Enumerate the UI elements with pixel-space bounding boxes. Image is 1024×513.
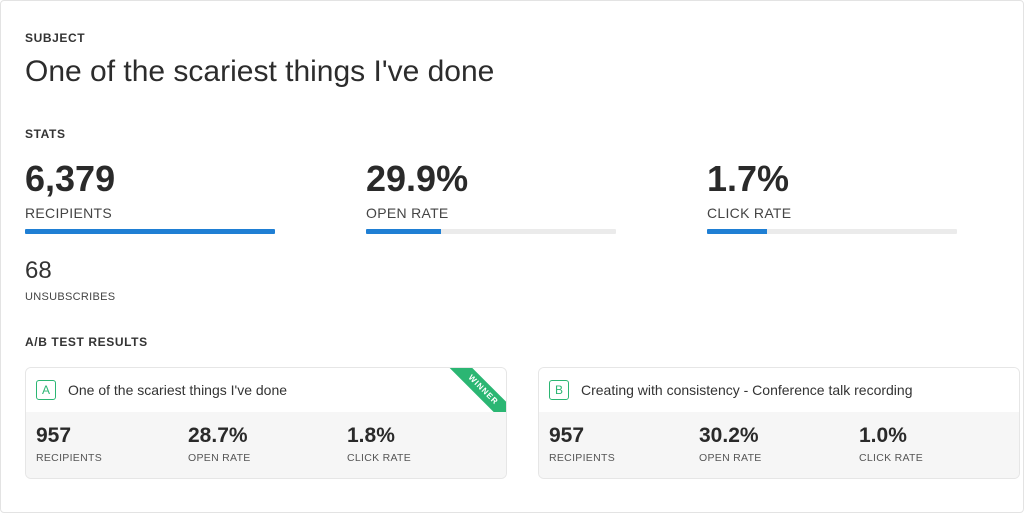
variant-stat-label: OPEN RATE xyxy=(699,452,762,464)
stat-value: 29.9% xyxy=(366,158,469,199)
variant-letter-badge: A xyxy=(36,380,56,400)
ab-variant-card-a[interactable]: A One of the scariest things I've done W… xyxy=(25,367,507,479)
ab-test-section-label: A/B TEST RESULTS xyxy=(25,335,148,349)
ab-variant-header: B Creating with consistency - Conference… xyxy=(539,368,1019,412)
variant-stat-label: CLICK RATE xyxy=(859,452,924,464)
subject-title: One of the scariest things I've done xyxy=(25,55,495,88)
unsubscribes-value: 68 xyxy=(25,257,52,284)
ab-variant-stats: 957 RECIPIENTS 30.2% OPEN RATE 1.0% CLIC… xyxy=(539,412,1019,478)
unsubscribes-label: UNSUBSCRIBES xyxy=(25,291,116,303)
progress-bar-track xyxy=(366,229,616,234)
variant-stat-open-rate: 30.2% OPEN RATE xyxy=(699,424,762,464)
stat-label: RECIPIENTS xyxy=(25,205,113,221)
variant-stat-click-rate: 1.8% CLICK RATE xyxy=(347,424,411,464)
variant-stat-click-rate: 1.0% CLICK RATE xyxy=(859,424,923,464)
stat-click-rate: 1.7% CLICK RATE xyxy=(707,159,957,234)
progress-bar-track xyxy=(707,229,957,234)
ab-variant-header: A One of the scariest things I've done xyxy=(26,368,506,412)
variant-stat-value: 1.0% xyxy=(859,424,907,447)
variant-stat-recipients: 957 RECIPIENTS xyxy=(549,424,615,464)
progress-bar-track xyxy=(25,229,275,234)
variant-stat-value: 957 xyxy=(549,424,585,447)
variant-subject: Creating with consistency - Conference t… xyxy=(581,382,913,398)
variant-stat-label: CLICK RATE xyxy=(347,452,412,464)
stat-open-rate: 29.9% OPEN RATE xyxy=(366,159,616,234)
stat-unsubscribes: 68 UNSUBSCRIBES xyxy=(25,257,115,303)
stat-value: 6,379 xyxy=(25,158,116,199)
stat-label: OPEN RATE xyxy=(366,205,449,221)
progress-bar-fill xyxy=(25,229,275,234)
subject-section-label: SUBJECT xyxy=(25,31,86,45)
variant-stat-label: RECIPIENTS xyxy=(549,452,616,464)
variant-stat-value: 1.8% xyxy=(347,424,395,447)
variant-letter-badge: B xyxy=(549,380,569,400)
variant-stat-recipients: 957 RECIPIENTS xyxy=(36,424,102,464)
ab-variant-stats: 957 RECIPIENTS 28.7% OPEN RATE 1.8% CLIC… xyxy=(26,412,506,478)
progress-bar-fill xyxy=(707,229,767,234)
ab-variant-card-b[interactable]: B Creating with consistency - Conference… xyxy=(538,367,1020,479)
variant-stat-label: OPEN RATE xyxy=(188,452,251,464)
variant-subject: One of the scariest things I've done xyxy=(68,382,288,398)
progress-bar-fill xyxy=(366,229,441,234)
variant-stat-value: 30.2% xyxy=(699,424,759,447)
variant-stat-open-rate: 28.7% OPEN RATE xyxy=(188,424,251,464)
stat-label: CLICK RATE xyxy=(707,205,792,221)
stats-section-label: STATS xyxy=(25,127,66,141)
variant-stat-label: RECIPIENTS xyxy=(36,452,103,464)
variant-stat-value: 957 xyxy=(36,424,72,447)
stat-value: 1.7% xyxy=(707,158,790,199)
variant-stat-value: 28.7% xyxy=(188,424,248,447)
stat-recipients: 6,379 RECIPIENTS xyxy=(25,159,275,234)
